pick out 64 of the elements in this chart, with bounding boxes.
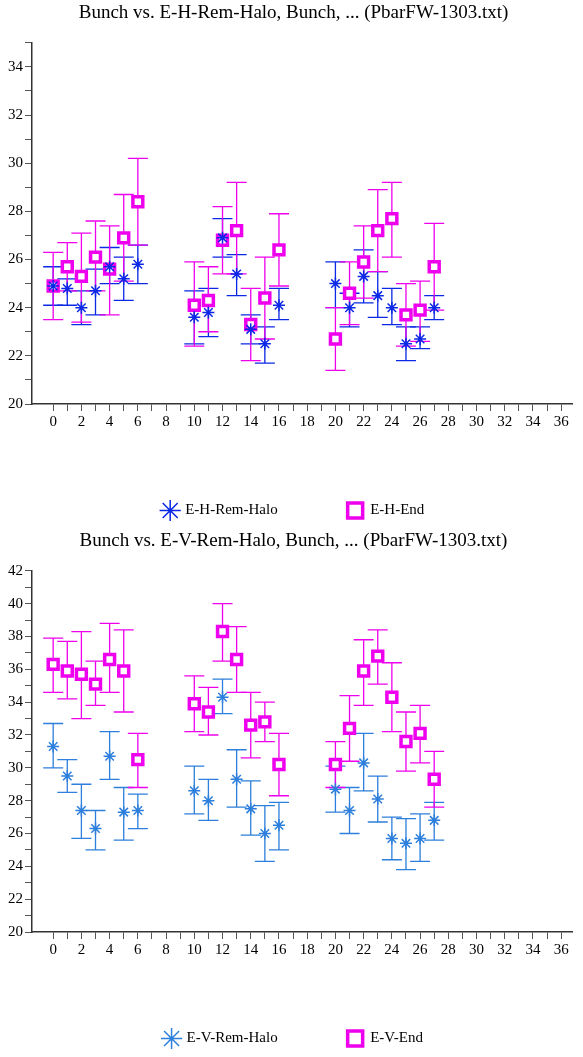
x-tick-label: 2 — [77, 940, 86, 957]
x-tick-label: 16 — [271, 412, 287, 429]
y-tick-label: 26 — [8, 824, 24, 841]
x-tick-label: 10 — [186, 940, 202, 957]
x-tick-label: 16 — [271, 940, 287, 957]
y-tick-label: 20 — [8, 394, 23, 411]
y-tick-label: 38 — [8, 627, 23, 644]
x-tick-label: 32 — [497, 940, 513, 957]
x-tick-label: 20 — [327, 940, 343, 957]
x-tick-label: 30 — [469, 412, 485, 429]
y-tick-label: 28 — [8, 791, 23, 808]
x-tick-label: 28 — [440, 412, 456, 429]
y-tick-label: 40 — [8, 594, 23, 611]
x-tick-label: 28 — [440, 940, 456, 957]
x-tick-label: 36 — [553, 940, 570, 957]
x-tick-label: 4 — [105, 940, 114, 957]
chart-title: Bunch vs. E-H-Rem-Halo, Bunch, ... (PbarFW-1303.txt) — [78, 1, 509, 24]
y-tick-label: 34 — [8, 693, 24, 710]
x-tick-label: 24 — [384, 940, 400, 957]
legend-label: E-H-End — [370, 501, 425, 518]
x-tick-label: 12 — [215, 940, 231, 957]
y-tick-label: 32 — [8, 725, 23, 742]
x-tick-label: 22 — [356, 412, 372, 429]
x-tick-label: 8 — [162, 940, 170, 957]
y-tick-label: 30 — [8, 154, 23, 171]
x-tick-label: 34 — [525, 940, 541, 957]
x-tick-label: 20 — [327, 412, 343, 429]
y-tick-label: 32 — [8, 105, 23, 122]
legend-label: E-V-End — [370, 1029, 424, 1046]
y-tick-label: 24 — [8, 298, 24, 315]
y-tick-label: 20 — [8, 922, 23, 939]
x-tick-label: 34 — [525, 412, 541, 429]
x-tick-label: 10 — [186, 412, 202, 429]
x-tick-label: 36 — [553, 412, 570, 429]
y-tick-label: 22 — [8, 346, 23, 363]
x-tick-label: 8 — [162, 412, 170, 429]
y-tick-label: 34 — [8, 57, 24, 74]
y-tick-label: 22 — [8, 890, 23, 907]
x-tick-label: 0 — [49, 940, 57, 957]
chart-title: Bunch vs. E-V-Rem-Halo, Bunch, ... (PbarFW-1303.txt) — [79, 529, 508, 552]
y-tick-label: 42 — [8, 561, 23, 578]
x-tick-label: 14 — [243, 940, 259, 957]
x-tick-label: 6 — [134, 412, 143, 429]
x-tick-label: 0 — [49, 412, 57, 429]
x-tick-label: 14 — [243, 412, 259, 429]
x-tick-label: 24 — [384, 412, 400, 429]
x-tick-label: 32 — [497, 412, 513, 429]
x-tick-label: 22 — [356, 940, 372, 957]
x-tick-label: 30 — [469, 940, 485, 957]
legend-label: E-H-Rem-Halo — [185, 501, 278, 518]
y-tick-label: 24 — [8, 857, 24, 874]
y-tick-label: 36 — [8, 660, 24, 677]
x-tick-label: 18 — [299, 412, 315, 429]
legend-label: E-V-Rem-Halo — [186, 1029, 278, 1046]
x-tick-label: 18 — [299, 940, 315, 957]
x-tick-label: 26 — [412, 412, 429, 429]
x-tick-label: 4 — [105, 412, 114, 429]
x-tick-label: 6 — [134, 940, 143, 957]
x-tick-label: 12 — [215, 412, 231, 429]
x-tick-label: 2 — [77, 412, 86, 429]
x-tick-label: 26 — [412, 940, 429, 957]
y-tick-label: 26 — [8, 250, 24, 267]
y-tick-label: 30 — [8, 758, 23, 775]
y-tick-label: 28 — [8, 202, 23, 219]
